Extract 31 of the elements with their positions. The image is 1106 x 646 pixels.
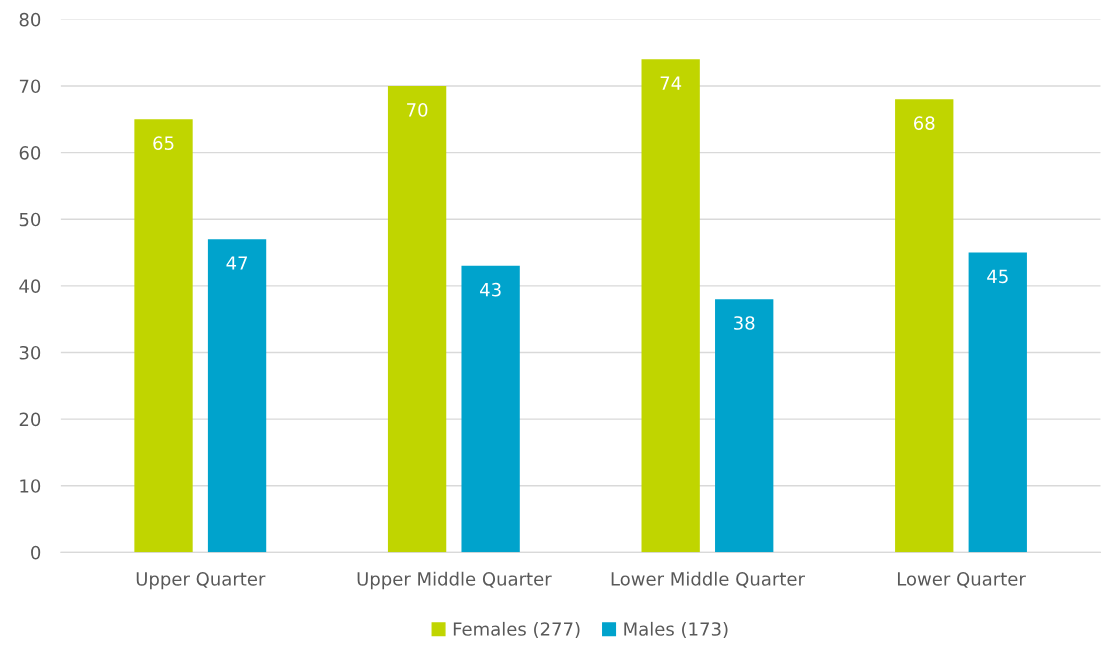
y-tick-label: 20 xyxy=(19,412,41,427)
y-tick-label: 40 xyxy=(19,279,41,293)
x-tick-label: Lower Middle Quarter xyxy=(611,571,805,588)
bar xyxy=(895,99,954,553)
bar xyxy=(641,59,700,553)
y-tick-label: 60 xyxy=(19,146,41,160)
y-tick-label: 50 xyxy=(19,212,41,227)
data-label: 74 xyxy=(660,76,682,90)
y-tick-label: 10 xyxy=(20,479,41,493)
bar xyxy=(968,252,1027,553)
legend-label: Males (173) xyxy=(624,621,728,638)
y-tick-label: 80 xyxy=(19,12,41,27)
y-tick-label: 30 xyxy=(19,345,41,360)
data-label: 43 xyxy=(480,282,501,297)
data-label: 47 xyxy=(226,256,248,270)
bar xyxy=(207,239,267,553)
bar xyxy=(387,86,447,553)
data-label: 68 xyxy=(914,116,935,130)
legend-label: Females (277) xyxy=(453,621,580,638)
bar xyxy=(715,299,774,553)
x-tick-label: Upper Middle Quarter xyxy=(357,571,552,590)
data-label: 65 xyxy=(153,136,174,150)
data-label: 38 xyxy=(734,316,755,330)
data-label: 45 xyxy=(987,269,1008,284)
x-tick-label: Lower Quarter xyxy=(897,572,1026,588)
bar xyxy=(461,265,520,553)
bar xyxy=(134,119,193,553)
y-tick-label: 0 xyxy=(31,545,41,560)
data-label: 70 xyxy=(407,102,428,117)
x-tick-label: Upper Quarter xyxy=(136,572,266,590)
y-tick-label: 70 xyxy=(19,79,41,94)
